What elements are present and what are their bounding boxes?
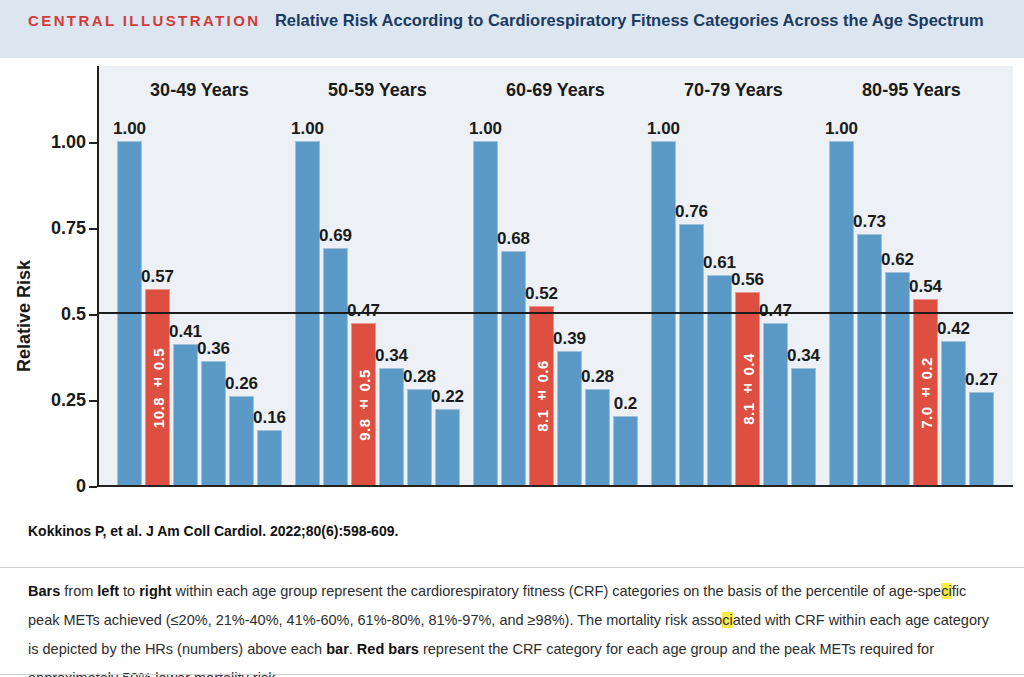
- crf-bar-blue: 0.28: [585, 389, 610, 485]
- crf-bar-blue: 0.41: [173, 344, 198, 485]
- crf-bar-red: 0.547.0 ± 0.2: [913, 299, 938, 485]
- age-group-title: 50-59 Years: [278, 80, 478, 101]
- crf-bar-red: 0.5710.8 ± 0.5: [145, 289, 170, 485]
- central-illustration-figure: CENTRAL ILLUSTRATION Relative Risk Accor…: [0, 0, 1024, 677]
- crf-bar-blue: 0.22: [435, 409, 460, 485]
- caption-text: Red bars: [357, 641, 419, 657]
- crf-bar-blue: 0.47: [763, 323, 788, 485]
- hazard-ratio-label: 0.54: [909, 277, 942, 297]
- caption-text: to: [119, 583, 139, 599]
- hazard-ratio-label: 0.42: [937, 319, 970, 339]
- crf-bar-blue: 0.36: [201, 361, 226, 485]
- peak-mets-label: 8.1 ± 0.4: [739, 353, 756, 425]
- hazard-ratio-label: 0.56: [731, 270, 764, 290]
- caption-text: .: [349, 641, 357, 657]
- plot-area: 30-49 Years1.000.5710.8 ± 0.50.410.360.2…: [97, 66, 1013, 487]
- hazard-ratio-label: 0.22: [431, 387, 464, 407]
- central-illustration-label: CENTRAL ILLUSTRATION: [28, 12, 260, 29]
- hazard-ratio-label: 1.00: [291, 119, 324, 139]
- crf-bar-red: 0.528.1 ± 0.6: [529, 306, 554, 485]
- age-group-title: 60-69 Years: [456, 80, 656, 101]
- age-group-title: 80-95 Years: [812, 80, 1012, 101]
- hazard-ratio-label: 0.57: [141, 267, 174, 287]
- y-tick-label: 0.5: [30, 304, 86, 325]
- caption-text: bar: [326, 641, 349, 657]
- y-tick-mark: [89, 486, 97, 488]
- y-tick-mark: [89, 228, 97, 230]
- y-tick-label: 0: [30, 476, 86, 497]
- crf-bar-blue: 0.34: [791, 368, 816, 485]
- hazard-ratio-label: 0.52: [525, 284, 558, 304]
- age-group-title: 30-49 Years: [100, 80, 300, 101]
- y-tick-label: 0.25: [30, 390, 86, 411]
- caption-text: from: [60, 583, 97, 599]
- caption-text: left: [97, 583, 119, 599]
- age-group-title: 70-79 Years: [634, 80, 834, 101]
- crf-bar-blue: 0.26: [229, 396, 254, 485]
- y-tick-label: 0.75: [30, 218, 86, 239]
- peak-mets-label: 8.1 ± 0.6: [533, 360, 550, 432]
- y-tick-label: 1.00: [30, 132, 86, 153]
- crf-bar-blue: 0.62: [885, 272, 910, 485]
- hazard-ratio-label: 0.39: [553, 329, 586, 349]
- figure-title: Relative Risk According to Cardiorespira…: [275, 11, 984, 29]
- hazard-ratio-label: 1.00: [469, 119, 502, 139]
- hazard-ratio-label: 0.34: [375, 346, 408, 366]
- crf-bar-red: 0.568.1 ± 0.4: [735, 292, 760, 485]
- crf-bar-blue: 0.69: [323, 248, 348, 485]
- crf-bar-blue: 0.73: [857, 234, 882, 485]
- hazard-ratio-label: 0.73: [853, 212, 886, 232]
- crf-bar-blue: 0.28: [407, 389, 432, 485]
- hazard-ratio-label: 0.68: [497, 229, 530, 249]
- hazard-ratio-label: 0.28: [403, 367, 436, 387]
- figure-caption: Bars from left to right within each age …: [28, 577, 996, 677]
- figure-header: CENTRAL ILLUSTRATION Relative Risk Accor…: [0, 0, 1024, 58]
- crf-bar-blue: 0.27: [969, 392, 994, 485]
- search-highlight: ci: [941, 583, 951, 599]
- peak-mets-label: 10.8 ± 0.5: [149, 347, 166, 427]
- search-highlight: ci: [722, 612, 732, 628]
- divider-bottom: [0, 674, 1024, 675]
- hazard-ratio-label: 0.76: [675, 202, 708, 222]
- hazard-ratio-label: 0.27: [965, 370, 998, 390]
- crf-bar-blue: 0.34: [379, 368, 404, 485]
- y-tick-mark: [89, 314, 97, 316]
- hazard-ratio-label: 1.00: [825, 119, 858, 139]
- hazard-ratio-label: 0.47: [759, 301, 792, 321]
- crf-bar-blue: 0.61: [707, 275, 732, 485]
- hazard-ratio-label: 0.62: [881, 250, 914, 270]
- crf-bar-red: 0.479.8 ± 0.5: [351, 323, 376, 485]
- crf-bar-blue: 0.42: [941, 341, 966, 485]
- crf-bar-blue: 0.76: [679, 224, 704, 485]
- y-tick-mark: [89, 142, 97, 144]
- caption-text: within each age group represent the card…: [171, 583, 941, 599]
- citation: Kokkinos P, et al. J Am Coll Cardiol. 20…: [28, 523, 398, 539]
- hazard-ratio-label: 0.69: [319, 226, 352, 246]
- peak-mets-label: 9.8 ± 0.5: [355, 369, 372, 441]
- hazard-ratio-label: 0.34: [787, 346, 820, 366]
- hazard-ratio-label: 1.00: [647, 119, 680, 139]
- hazard-ratio-label: 0.2: [614, 394, 638, 414]
- crf-bar-blue: 0.2: [613, 416, 638, 485]
- hazard-ratio-label: 0.26: [225, 374, 258, 394]
- hazard-ratio-label: 0.47: [347, 301, 380, 321]
- peak-mets-label: 7.0 ± 0.2: [917, 357, 934, 429]
- hazard-ratio-label: 0.28: [581, 367, 614, 387]
- crf-bar-blue: 0.39: [557, 351, 582, 485]
- crf-bar-blue: 0.16: [257, 430, 282, 485]
- hazard-ratio-label: 0.36: [197, 339, 230, 359]
- reference-line-0-5: [99, 312, 1013, 314]
- divider-top: [0, 567, 1024, 568]
- crf-bar-blue: 0.68: [501, 251, 526, 485]
- caption-text: right: [139, 583, 171, 599]
- hazard-ratio-label: 0.16: [253, 408, 286, 428]
- y-tick-mark: [89, 400, 97, 402]
- caption-text: Bars: [28, 583, 60, 599]
- hazard-ratio-label: 1.00: [113, 119, 146, 139]
